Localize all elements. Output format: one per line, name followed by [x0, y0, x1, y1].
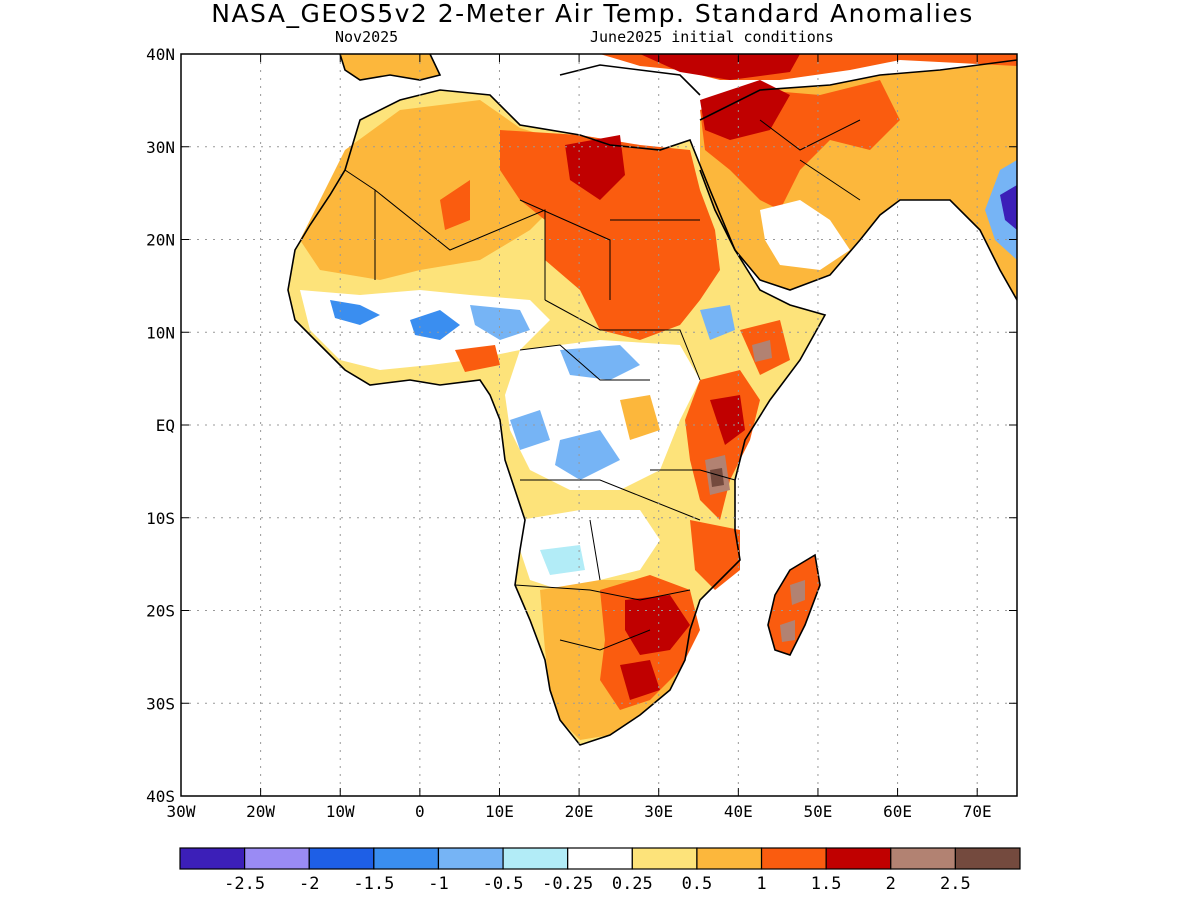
- map-title: NASA_GEOS5v2 2-Meter Air Temp. Standard …: [211, 0, 974, 28]
- lat-tick-label: 10S: [146, 509, 175, 528]
- lat-tick-label: 10N: [146, 323, 175, 342]
- colorbar-swatch: [631, 847, 698, 870]
- lat-tick-label: EQ: [156, 416, 175, 435]
- colorbar-label: -0.25: [542, 874, 593, 894]
- lat-tick-label: 30N: [146, 138, 175, 157]
- lon-tick-label: 10W: [326, 802, 355, 821]
- europe-landmass: [340, 54, 440, 80]
- colorbar-label: -2.5: [224, 874, 265, 894]
- latitude-axis: 40N 30N 20N 10N EQ 10S 20S 30S 40S: [146, 45, 1017, 806]
- lon-tick-label: 30E: [644, 802, 673, 821]
- lon-tick-label: 20W: [246, 802, 275, 821]
- colorbar-swatch: [825, 847, 892, 870]
- colorbar-swatch: [760, 847, 827, 870]
- colorbar-swatch: [437, 847, 504, 870]
- colorbar-label: -1.5: [353, 874, 394, 894]
- lat-tick-label: 20S: [146, 602, 175, 621]
- colorbar-label: 2: [886, 874, 896, 894]
- colorbar-swatch: [308, 847, 375, 870]
- coastlines: [287, 54, 1017, 746]
- initial-conditions-label: June2025 initial conditions: [590, 28, 834, 46]
- lat-tick-label: 20N: [146, 231, 175, 250]
- colorbar-swatch: [373, 847, 440, 870]
- colorbar-legend: -2.5 -2 -1.5 -1 -0.5 -0.25 0.25 0.5 1 1.5 2 2.5: [179, 847, 1021, 894]
- lon-tick-label: 10E: [485, 802, 514, 821]
- colorbar-label: 0.5: [682, 874, 713, 894]
- lat-tick-label: 30S: [146, 694, 175, 713]
- lon-tick-label: 0: [415, 802, 425, 821]
- lon-tick-label: 30W: [167, 802, 196, 821]
- lon-tick-label: 20E: [565, 802, 594, 821]
- colorbar-swatch: [179, 847, 246, 870]
- colorbar-swatch: [696, 847, 763, 870]
- lon-tick-label: 50E: [803, 802, 832, 821]
- colorbar-label: 2.5: [940, 874, 971, 894]
- colorbar-label: -1: [428, 874, 448, 894]
- lon-tick-label: 70E: [963, 802, 992, 821]
- lon-tick-label: 40E: [724, 802, 753, 821]
- colorbar-swatch: [244, 847, 310, 870]
- colorbar-swatch: [502, 847, 569, 870]
- colorbar-swatch: [890, 847, 956, 870]
- lon-tick-label: 60E: [883, 802, 912, 821]
- colorbar-label: 1: [756, 874, 766, 894]
- colorbar-label: 0.25: [612, 874, 653, 894]
- colorbar-label: -0.5: [483, 874, 524, 894]
- colorbar-label: 1.5: [811, 874, 842, 894]
- longitude-axis: 30W 20W 10W 0 10E 20E 30E 40E 50E 60E 70E: [167, 54, 992, 821]
- colorbar-swatch: [954, 847, 1021, 870]
- colorbar-swatch: [567, 847, 633, 870]
- lat-tick-label: 40N: [146, 45, 175, 64]
- forecast-month-label: Nov2025: [335, 28, 399, 46]
- colorbar-label: -2: [299, 874, 319, 894]
- country-borders: [344, 119, 861, 651]
- lat-tick-label: 40S: [146, 787, 175, 806]
